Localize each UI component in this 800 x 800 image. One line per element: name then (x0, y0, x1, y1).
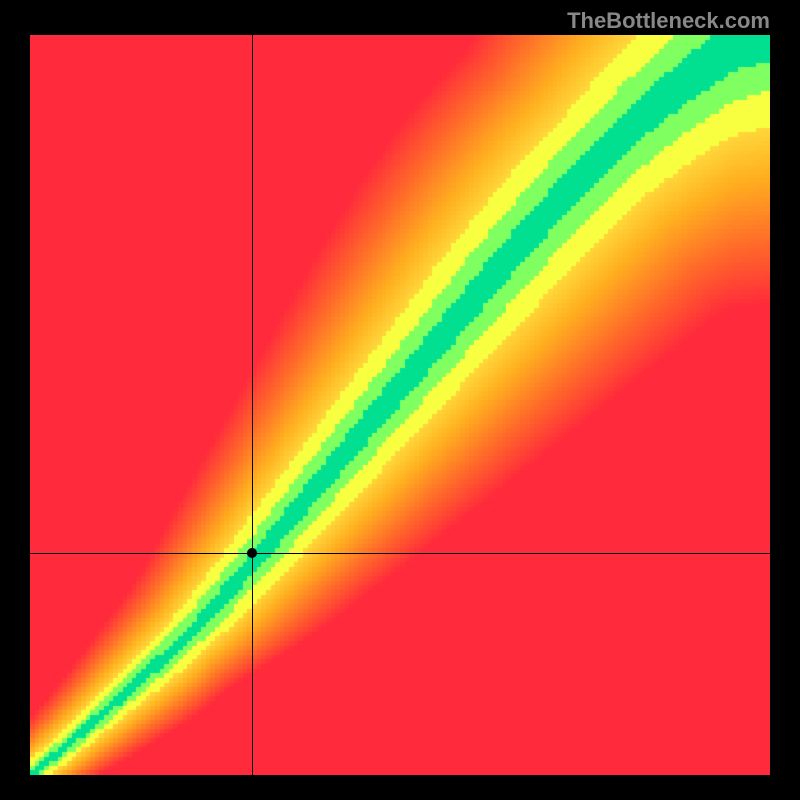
plot-area (30, 35, 770, 775)
crosshair-marker (247, 548, 257, 558)
watermark: TheBottleneck.com (567, 8, 770, 34)
crosshair-horizontal (30, 553, 770, 554)
heatmap-canvas (30, 35, 770, 775)
chart-container: TheBottleneck.com (0, 0, 800, 800)
crosshair-vertical (252, 35, 253, 775)
